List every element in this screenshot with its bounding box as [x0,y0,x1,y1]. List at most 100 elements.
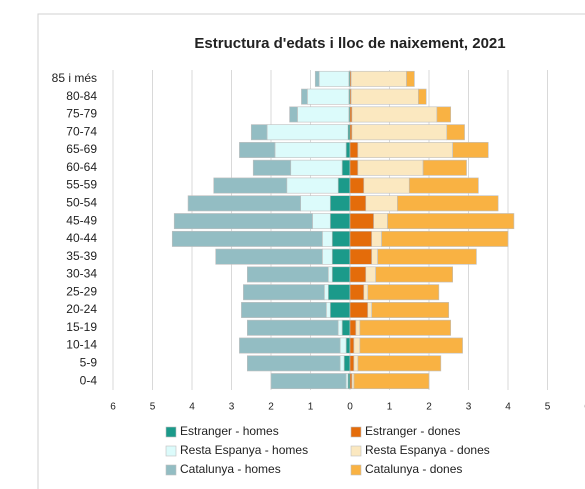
bar [339,355,345,372]
legend-swatch [350,445,362,457]
x-tick-label: 2 [268,402,274,413]
x-tick-label: 5 [545,402,551,413]
bar [377,248,477,265]
bar [349,177,365,194]
bar [289,106,298,123]
legend-label: Resta Espanya - homes [180,443,308,457]
bar [331,230,351,247]
bar [371,302,450,318]
bar [250,124,268,141]
x-tick-label: 1 [308,402,314,413]
bar [349,337,355,354]
legend-label: Estranger - homes [180,424,279,438]
bar [318,70,350,87]
bar [187,195,301,212]
y-tick-label: 20-24 [66,302,97,316]
bar [349,284,365,301]
bar [349,248,373,265]
bar [365,266,376,283]
bar [350,88,419,105]
bar [436,106,452,123]
legend-swatch [165,426,177,438]
y-tick-label: 55-59 [66,178,97,192]
y-tick-label: 35-39 [66,249,97,263]
bar [329,302,351,318]
bar [247,355,341,372]
bar [446,124,465,141]
bar [371,230,382,247]
bar [339,337,347,354]
bar [349,142,359,158]
bar [247,319,339,336]
bar [300,195,331,212]
x-tick-label: 6 [110,402,116,413]
bar [290,159,343,176]
bar [327,284,351,301]
legend-label: Estranger - dones [365,424,460,438]
bar [397,195,499,212]
bar [213,177,288,194]
bar [363,284,369,301]
bar [353,355,359,372]
bar [357,159,424,176]
y-tick-label: 75-79 [66,107,97,121]
bar [215,248,323,265]
x-tick-label: 4 [189,402,195,413]
bar [349,213,375,230]
bar [345,142,351,158]
bar [371,248,378,265]
y-tick-label: 70-74 [66,124,97,138]
bar [243,284,325,301]
bar [343,355,351,372]
bar [349,195,367,212]
y-tick-label: 5-9 [80,356,98,370]
bar [239,337,341,354]
bar [322,248,333,265]
bar [357,142,453,158]
bar [314,70,320,87]
x-tick-label: 3 [229,402,235,413]
legend-swatch [350,464,362,476]
bar [301,88,308,105]
bar [331,248,351,265]
bar [367,284,440,301]
bar [322,230,333,247]
bar [422,159,467,176]
bar [365,195,398,212]
bar [286,177,339,194]
bar [355,319,361,336]
legend-swatch [165,445,177,457]
bar [349,319,357,336]
bar [337,177,351,194]
bar [274,142,347,158]
bar [387,213,515,230]
bar [324,284,329,301]
bar [307,88,350,105]
bar [349,302,369,318]
bar [349,159,359,176]
bar [297,106,350,123]
bar [349,355,355,372]
y-tick-label: 25-29 [66,284,97,298]
bar [247,266,329,283]
bar [331,266,351,283]
bar [351,124,448,141]
bar [363,177,410,194]
bar [373,213,388,230]
bar [406,70,415,87]
bar [337,319,343,336]
y-tick-label: 50-54 [66,196,97,210]
bar [266,124,349,141]
bar [171,230,323,247]
y-tick-label: 60-64 [66,160,97,174]
legend-label: Catalunya - dones [365,462,462,476]
bar [329,213,351,230]
y-tick-label: 65-69 [66,142,97,156]
y-tick-label: 0-4 [80,373,98,387]
legend-label: Resta Espanya - dones [365,443,490,457]
bar [341,159,351,176]
bar [452,142,489,158]
bar [239,142,276,158]
x-tick-label: 3 [466,402,472,413]
